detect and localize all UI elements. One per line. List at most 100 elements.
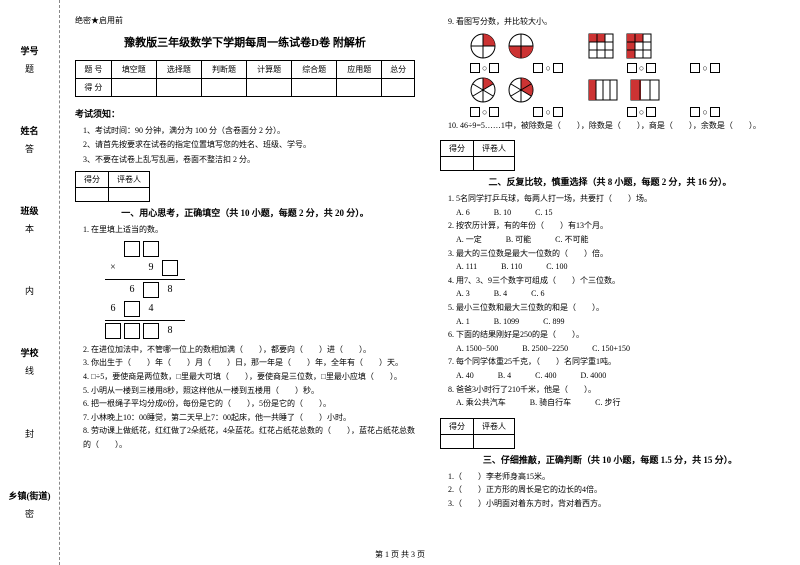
circle-fraction-icon [508, 33, 534, 59]
question: 7. 小林晚上10：00睡觉，第二天早上7：00起床，他一共睡了（ ）小时。 [83, 411, 415, 425]
fraction-circles-row [470, 33, 780, 59]
td [247, 79, 292, 97]
td [156, 79, 201, 97]
question: 7. 每个同学体重25千克，（ ）名同学重1吨。 [448, 355, 780, 369]
question: 3.（ ）小明面对着东方时，背对着西方。 [448, 497, 780, 511]
sidebar-slot-1: 学号 题 [20, 44, 38, 76]
section-3-title: 三、仔细推敲，正确判断（共 10 小题，每题 1.5 分，共 15 分）。 [440, 453, 780, 466]
td [201, 79, 246, 97]
table-row: 得 分 [76, 79, 415, 97]
comparison-row: ○ ○ ○ ○ [470, 63, 780, 73]
question: 5. 小明从一楼到三楼用8秒，照这样他从一楼到五楼用（ ）秒。 [83, 384, 415, 398]
grader-table: 得分评卷人 [75, 171, 150, 202]
options: A. 6 B. 10 C. 15 [456, 206, 780, 220]
page-footer: 第 1 页 共 3 页 [0, 549, 800, 560]
question: 8. 劳动课上做纸花，红红做了2朵纸花，4朵蓝花。红花占纸花总数的（ ），蓝花占… [83, 424, 415, 451]
right-column: 9. 看图写分数，并比较大小。 ○ ○ [440, 15, 780, 560]
left-column: 绝密★启用前 豫教版三年级数学下学期每周一练试卷D卷 附解析 题 号 填空题 选… [75, 15, 415, 560]
td: 评卷人 [474, 141, 515, 157]
circle-fraction-icon [470, 77, 496, 103]
question: 4. □÷5，要使商是两位数，□里最大可填（ ），要使商是三位数，□里最小应填（… [83, 370, 415, 384]
confidential-mark: 绝密★启用前 [75, 15, 415, 26]
fraction-group [470, 77, 496, 103]
sidebar-label: 学号 [20, 44, 38, 57]
options: A. 1500−500 B. 2500−2250 C. 150+150 [456, 342, 780, 356]
sidebar-slot-6: 封 [23, 426, 36, 441]
digit: 6 [124, 284, 140, 295]
fraction-group [588, 33, 614, 59]
question: 3. 最大的三位数是最大一位数的（ ）倍。 [448, 247, 780, 261]
td: 得分 [441, 418, 474, 434]
td: 评卷人 [109, 172, 150, 188]
sidebar-char: 线 [23, 366, 36, 375]
td [337, 79, 382, 97]
td: 得分 [76, 172, 109, 188]
question: 1. 5名同学打乒乓球，每两人打一场，共要打（ ）场。 [448, 192, 780, 206]
options: A. 乘公共汽车 B. 骑自行车 C. 步行 [456, 396, 780, 410]
th: 计算题 [247, 61, 292, 79]
fraction-group [508, 33, 534, 59]
hline [105, 320, 185, 321]
fraction-compare: ○ [690, 63, 719, 73]
fraction-compare: ○ [533, 63, 562, 73]
fraction-group [470, 33, 496, 59]
bar-fraction-icon [630, 79, 660, 101]
td [441, 157, 474, 171]
td [292, 79, 337, 97]
blank-box [124, 323, 140, 339]
th: 综合题 [292, 61, 337, 79]
notice-item: 1、考试时间：90 分钟，满分为 100 分（含卷面分 2 分）。 [83, 124, 415, 138]
sidebar-label: 班级 [20, 204, 38, 217]
fraction-compare: ○ [627, 107, 656, 117]
grid-fraction-icon [626, 33, 652, 59]
question: 2. 按农历计算，有的年份（ ）有13个月。 [448, 219, 780, 233]
sidebar-char: 题 [23, 64, 36, 73]
td [474, 434, 515, 448]
fraction-group [588, 79, 618, 101]
sidebar-label: 乡镇(街道) [9, 489, 51, 502]
question: 2. 在进位加法中，不管哪一位上的数相加满（ ），都要向（ ）进（ ）。 [83, 343, 415, 357]
td [111, 79, 156, 97]
th: 应用题 [337, 61, 382, 79]
exam-title: 豫教版三年级数学下学期每周一练试卷D卷 附解析 [75, 34, 415, 50]
th: 选择题 [156, 61, 201, 79]
section-1-title: 一、用心思考，正确填空（共 10 小题，每题 2 分，共 20 分）。 [75, 206, 415, 219]
notice-item: 3、不要在试卷上乱写乱画，卷面不整洁扣 2 分。 [83, 153, 415, 167]
comparison-row: ○ ○ ○ ○ [470, 107, 780, 117]
blank-box [105, 323, 121, 339]
blank-box [143, 241, 159, 257]
sidebar-slot-3: 班级 本 [20, 204, 38, 236]
fraction-compare: ○ [470, 107, 499, 117]
options: A. 111 B. 110 C. 100 [456, 260, 780, 274]
score-table: 题 号 填空题 选择题 判断题 计算题 综合题 应用题 总分 得 分 [75, 60, 415, 97]
sidebar-char: 封 [23, 429, 36, 438]
th: 判断题 [201, 61, 246, 79]
binding-sidebar: 学号 题 姓名 答 班级 本 内 学校 线 封 乡镇(街道) 密 [0, 0, 60, 565]
main-content: 绝密★启用前 豫教版三年级数学下学期每周一练试卷D卷 附解析 题 号 填空题 选… [60, 0, 800, 565]
question: 6. 下面的结果刚好是250的是（ ）。 [448, 328, 780, 342]
bar-fraction-icon [588, 79, 618, 101]
options: A. 1 B. 1099 C. 899 [456, 315, 780, 329]
fraction-compare: ○ [533, 107, 562, 117]
sidebar-char: 密 [23, 509, 36, 518]
section-2-title: 二、反复比较，慎重选择（共 8 小题，每题 2 分，共 16 分）。 [440, 175, 780, 188]
td [382, 79, 415, 97]
sidebar-label: 姓名 [20, 124, 38, 137]
blank-box [162, 260, 178, 276]
question: 3. 你出生于（ ）年（ ）月（ ）日，那一年是（ ）年，全年有（ ）天。 [83, 356, 415, 370]
sidebar-char: 内 [23, 286, 36, 295]
digit: 4 [143, 303, 159, 314]
table-row: 题 号 填空题 选择题 判断题 计算题 综合题 应用题 总分 [76, 61, 415, 79]
th: 填空题 [111, 61, 156, 79]
grid-fraction-icon [588, 33, 614, 59]
question: 4. 用7、3、9三个数字可组成（ ）个三位数。 [448, 274, 780, 288]
blank-box [143, 282, 159, 298]
td: 得分 [441, 141, 474, 157]
question: 5. 最小三位数和最大三位数的和是（ ）。 [448, 301, 780, 315]
sidebar-label: 学校 [20, 346, 38, 359]
grader-table: 得分评卷人 [440, 140, 515, 171]
sidebar-slot-7: 乡镇(街道) 密 [9, 489, 51, 521]
question: 6. 把一根绳子平均分成6份，每份是它的（ ），5份是它的（ ）。 [83, 397, 415, 411]
question: 1. 在里填上适当的数。 [83, 223, 415, 237]
sidebar-slot-4: 内 [23, 283, 36, 298]
